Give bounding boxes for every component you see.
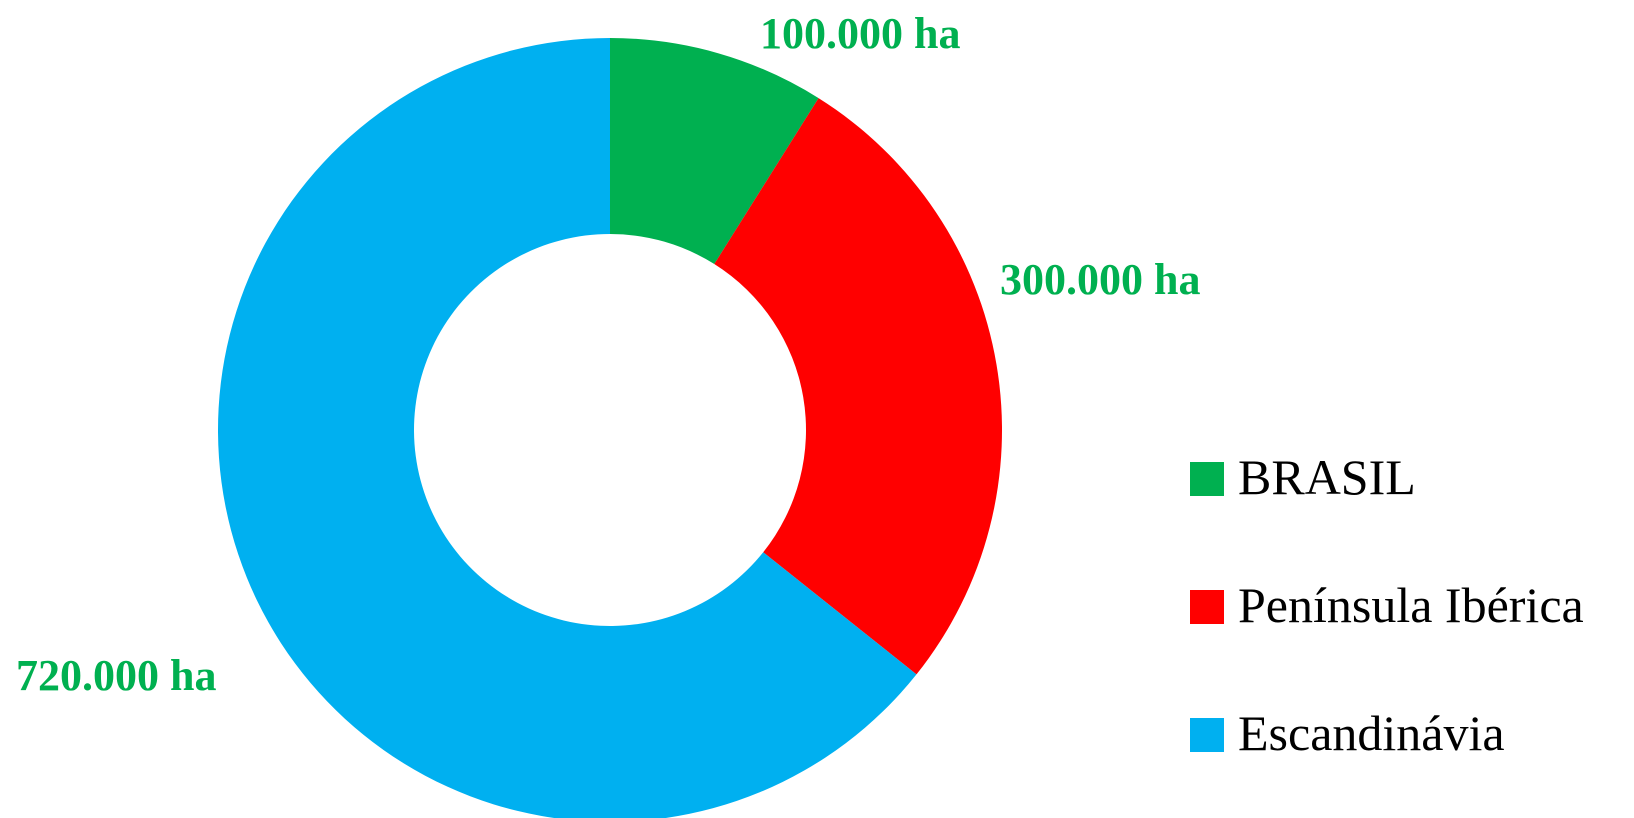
legend: BRASIL Península Ibérica Escandinávia [1190, 449, 1584, 761]
legend-swatch-2 [1190, 590, 1224, 624]
donut-slice-1 [610, 38, 819, 265]
legend-label-1: BRASIL [1238, 449, 1416, 505]
legend-swatch-3 [1190, 718, 1224, 752]
donut-slice-3 [218, 38, 917, 818]
data-label-1: 100.000 ha [760, 9, 960, 58]
donut-slices [218, 38, 1002, 818]
legend-label-2: Península Ibérica [1238, 577, 1584, 633]
legend-label-3: Escandinávia [1238, 705, 1505, 761]
data-label-2: 300.000 ha [1000, 255, 1200, 304]
data-labels: 100.000 ha 300.000 ha 720.000 ha [16, 9, 1200, 700]
data-label-3: 720.000 ha [16, 651, 216, 700]
legend-swatch-1 [1190, 462, 1224, 496]
donut-slice-2 [714, 98, 1002, 675]
